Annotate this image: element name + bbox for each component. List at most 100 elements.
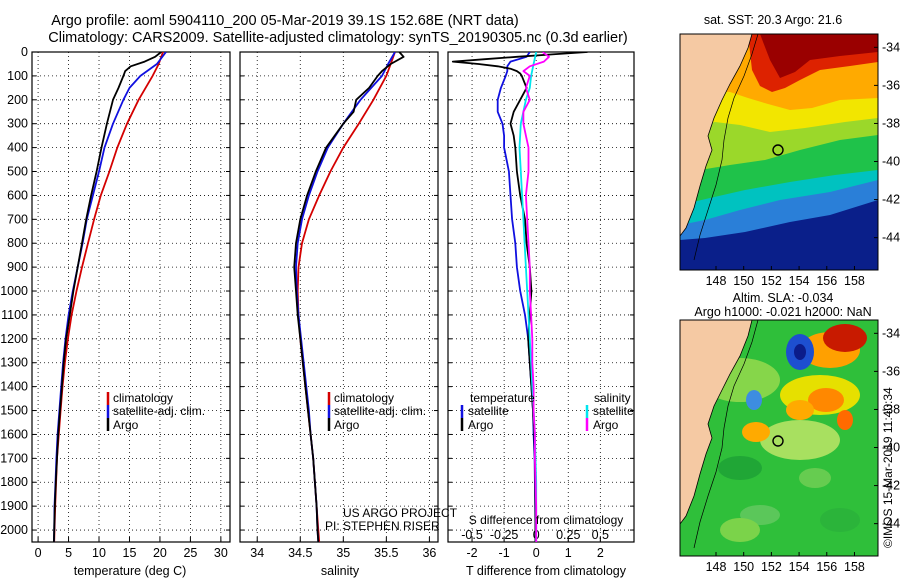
legend-label-temp-satellite: satellite — [468, 404, 509, 418]
sst-map-lon-axis: 148 150 152 154 156 158 — [706, 266, 865, 288]
difference-panel-frame — [447, 51, 635, 543]
depth-tick-label: 1100 — [1, 308, 28, 322]
lon-tick-label: 154 — [789, 560, 810, 574]
sla-blob — [823, 324, 867, 352]
temperature-legend: climatology satellite-adj. clim. Argo — [106, 391, 205, 432]
difference-x-axis: -2 -1 0 1 2 — [448, 51, 634, 560]
depth-tick-label: 0 — [21, 45, 28, 59]
x-tick-label: 1 — [565, 546, 572, 560]
lon-tick-label: 152 — [761, 560, 782, 574]
legend-label-argo: Argo — [113, 418, 139, 432]
depth-tick-label: 1000 — [0, 284, 28, 298]
sla-blob — [746, 390, 762, 410]
secondary-tick-label: -0.25 — [490, 528, 519, 542]
legend-heading-salinity: salinity — [594, 391, 631, 405]
depth-tick-label: 1500 — [0, 404, 28, 418]
sla-blob — [799, 468, 831, 488]
imos-timestamp: ©IMOS 15-Mar-2019 11:40:34 — [881, 387, 895, 548]
figure-title-line2: Climatology: CARS2009. Satellite-adjuste… — [48, 30, 628, 46]
depth-tick-label: 1600 — [0, 427, 28, 441]
x-tick-label: 36 — [422, 546, 436, 560]
salinity-grid — [240, 52, 438, 542]
lat-tick-label: -38 — [882, 402, 900, 416]
sla-blob — [820, 508, 860, 532]
secondary-tick-label: 0.25 — [556, 528, 580, 542]
depth-tick-label: 1400 — [0, 380, 28, 394]
depth-tick-label: 600 — [7, 188, 28, 202]
sst-land-mask — [680, 34, 753, 237]
series-line-argo — [293, 52, 405, 542]
depth-tick-label: 700 — [7, 212, 28, 226]
x-tick-label: 0 — [35, 546, 42, 560]
sla-map-title-line2: Argo h1000: -0.021 h2000: NaN — [694, 305, 871, 319]
lon-tick-label: 148 — [706, 274, 727, 288]
lat-tick-label: -40 — [882, 155, 900, 169]
legend-label-sal-argo: Argo — [593, 418, 619, 432]
depth-tick-label: 1200 — [0, 332, 28, 346]
depth-tick-label: 1700 — [0, 451, 28, 465]
secondary-tick-label: -0.5 — [461, 528, 483, 542]
salinity-panel-frame — [239, 51, 439, 543]
legend-label-argo: Argo — [334, 418, 360, 432]
salinity-axis-label: salinity — [321, 564, 360, 578]
lon-tick-label: 156 — [816, 560, 837, 574]
legend-label-satellite: satellite-adj. clim. — [334, 404, 426, 418]
difference-axis-label: T difference from climatology — [466, 564, 627, 578]
series-line-satellite-adj-clim- — [53, 52, 167, 542]
depth-tick-label: 300 — [7, 117, 28, 131]
series-line-climatology — [296, 52, 396, 542]
x-tick-label: 30 — [214, 546, 228, 560]
sla-land-mask — [680, 320, 753, 525]
x-tick-label: 25 — [183, 546, 197, 560]
x-tick-label: 15 — [123, 546, 137, 560]
x-tick-label: 2 — [597, 546, 604, 560]
lat-tick-label: -44 — [882, 231, 900, 245]
legend-label-temp-argo: Argo — [468, 418, 494, 432]
salinity-x-axis: 34 34.5 35 35.5 36 — [240, 51, 438, 560]
temperature-x-axis: 0 5 10 15 20 25 30 — [32, 51, 230, 560]
depth-tick-label: 800 — [7, 236, 28, 250]
sst-map-lat-axis: -34 -36 -38 -40 -42 -44 — [874, 40, 900, 245]
series-line-argo — [53, 52, 162, 542]
sla-blob — [808, 388, 844, 412]
sla-float-location-marker — [772, 435, 784, 447]
lon-tick-label: 158 — [844, 274, 865, 288]
series-line-argo-salinity — [522, 52, 550, 542]
x-tick-label: 10 — [92, 546, 106, 560]
x-tick-label: 35.5 — [374, 546, 398, 560]
credit-pi: PI: STEPHEN RISER — [325, 519, 440, 533]
lon-tick-label: 150 — [733, 560, 754, 574]
sst-map — [680, 34, 878, 270]
series-line-satellite-adj-clim- — [295, 52, 396, 542]
lat-tick-label: -42 — [882, 193, 900, 207]
sla-map-lon-axis: 148 150 152 154 156 158 — [706, 552, 865, 574]
lat-tick-label: -34 — [882, 326, 900, 340]
lat-tick-label: -36 — [882, 364, 900, 378]
sla-blob — [794, 344, 806, 360]
lat-tick-label: -42 — [882, 479, 900, 493]
difference-grid — [448, 52, 634, 542]
lon-tick-label: 156 — [816, 274, 837, 288]
lon-tick-label: 152 — [761, 274, 782, 288]
sla-blob — [837, 410, 853, 430]
difference-series — [451, 52, 588, 542]
x-tick-label: 35 — [336, 546, 350, 560]
lat-tick-label: -44 — [882, 517, 900, 531]
legend-label-climatology: climatology — [334, 391, 394, 405]
lat-tick-label: -34 — [882, 40, 900, 54]
credit-project: US ARGO PROJECT — [343, 506, 458, 520]
sla-blob — [720, 518, 760, 542]
legend-heading-temperature: temperature — [470, 391, 535, 405]
x-tick-label: -1 — [499, 546, 510, 560]
temperature-panel-frame — [31, 51, 231, 543]
depth-tick-label: 400 — [7, 141, 28, 155]
lat-tick-label: -40 — [882, 441, 900, 455]
depth-tick-label: 1800 — [0, 475, 28, 489]
sla-blob — [760, 420, 840, 460]
depth-tick-label: 200 — [7, 93, 28, 107]
lon-tick-label: 158 — [844, 560, 865, 574]
legend-label-sal-satellite: satellite — [593, 404, 634, 418]
sst-isobath — [693, 34, 759, 261]
x-tick-label: 34 — [250, 546, 264, 560]
